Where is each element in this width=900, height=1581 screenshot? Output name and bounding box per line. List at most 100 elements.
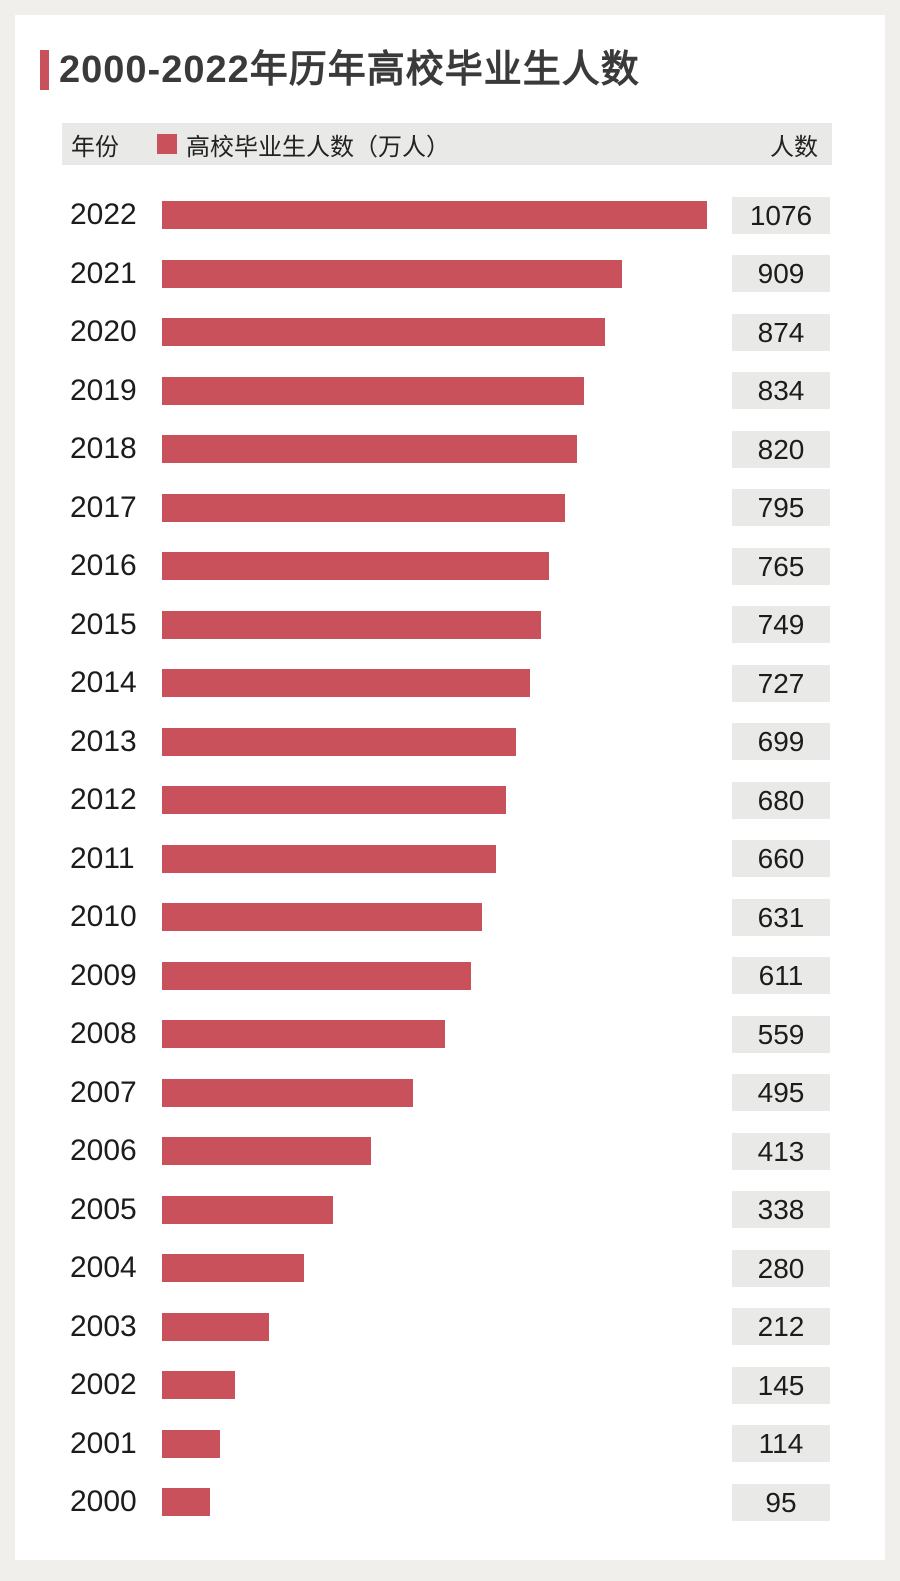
value-label: 834 [732, 372, 830, 410]
year-label: 2009 [70, 958, 137, 992]
bar-track [162, 318, 707, 347]
chart-row: 2021 909 [15, 245, 885, 304]
year-label: 2010 [70, 900, 137, 934]
year-label: 2022 [70, 198, 137, 232]
year-label: 2002 [70, 1368, 137, 1402]
year-label: 2018 [70, 432, 137, 466]
value-label: 338 [732, 1191, 830, 1229]
title-row: 2000-2022年历年高校毕业生人数 [40, 48, 885, 92]
chart-row: 2003 212 [15, 1298, 885, 1357]
value-label: 413 [732, 1132, 830, 1170]
year-label: 2003 [70, 1309, 137, 1343]
value-label: 495 [732, 1074, 830, 1112]
bar [162, 1137, 372, 1166]
value-label: 631 [732, 898, 830, 936]
chart-card: 2000-2022年历年高校毕业生人数 年份 高校毕业生人数（万人） 人数 20… [15, 15, 885, 1560]
bar [162, 552, 550, 581]
bar-track [162, 961, 707, 990]
year-label: 2001 [70, 1426, 137, 1460]
bar-track [162, 903, 707, 932]
year-label: 2011 [70, 841, 135, 875]
bar-track [162, 1371, 707, 1400]
bar [162, 610, 542, 639]
year-label: 2019 [70, 373, 137, 407]
bar-track [162, 201, 707, 230]
chart-row: 2014 727 [15, 654, 885, 713]
chart-row: 2012 680 [15, 771, 885, 830]
page-title: 2000-2022年历年高校毕业生人数 [59, 49, 640, 91]
chart-row: 2018 820 [15, 420, 885, 479]
value-label: 559 [732, 1015, 830, 1053]
year-label: 2004 [70, 1251, 137, 1285]
value-label: 909 [732, 255, 830, 293]
year-label: 2000 [70, 1485, 137, 1519]
bar [162, 1195, 334, 1224]
chart-row: 2020 874 [15, 303, 885, 362]
year-label: 2008 [70, 1017, 137, 1051]
value-label: 874 [732, 313, 830, 351]
bar [162, 435, 578, 464]
value-label: 795 [732, 489, 830, 527]
year-label: 2005 [70, 1192, 137, 1226]
chart-row: 2000 95 [15, 1473, 885, 1532]
bar-chart: 2022 1076 2021 909 2020 874 2019 834 2018 820 2017… [15, 186, 885, 1532]
year-label: 2016 [70, 549, 137, 583]
value-label: 680 [732, 781, 830, 819]
bar [162, 903, 482, 932]
series-legend-label: 高校毕业生人数（万人） [186, 133, 450, 161]
bar [162, 1254, 304, 1283]
year-label: 2006 [70, 1134, 137, 1168]
bar-track [162, 1254, 707, 1283]
value-label: 212 [732, 1308, 830, 1346]
bar [162, 961, 472, 990]
chart-row: 2006 413 [15, 1122, 885, 1181]
bar-track [162, 1195, 707, 1224]
bar-track [162, 259, 707, 288]
value-label: 765 [732, 547, 830, 585]
value-label: 280 [732, 1249, 830, 1287]
value-label: 611 [732, 957, 830, 995]
bar-track [162, 1137, 707, 1166]
value-label: 727 [732, 664, 830, 702]
value-label: 114 [732, 1425, 830, 1463]
bar-track [162, 1312, 707, 1341]
value-label: 699 [732, 723, 830, 761]
bar [162, 1429, 220, 1458]
chart-row: 2016 765 [15, 537, 885, 596]
legend-swatch-icon [157, 134, 177, 154]
chart-row: 2001 114 [15, 1415, 885, 1474]
bar-track [162, 610, 707, 639]
chart-row: 2004 280 [15, 1239, 885, 1298]
year-label: 2021 [70, 256, 137, 290]
year-column-header: 年份 [71, 133, 119, 161]
bar-track [162, 552, 707, 581]
bar [162, 786, 507, 815]
bar-track [162, 727, 707, 756]
bar [162, 1488, 211, 1517]
chart-row: 2008 559 [15, 1005, 885, 1064]
chart-row: 2009 611 [15, 947, 885, 1006]
table-header: 年份 高校毕业生人数（万人） 人数 [62, 123, 832, 165]
bar [162, 376, 585, 405]
bar [162, 1020, 446, 1049]
bar-track [162, 1488, 707, 1517]
chart-row: 2022 1076 [15, 186, 885, 245]
bar-track [162, 1020, 707, 1049]
chart-row: 2002 145 [15, 1356, 885, 1415]
bar [162, 1312, 270, 1341]
bar-track [162, 786, 707, 815]
bar [162, 318, 605, 347]
bar-track [162, 669, 707, 698]
chart-row: 2010 631 [15, 888, 885, 947]
value-label: 749 [732, 606, 830, 644]
value-label: 1076 [732, 196, 830, 234]
year-label: 2012 [70, 783, 137, 817]
bar [162, 493, 565, 522]
bar-track [162, 376, 707, 405]
bar [162, 844, 497, 873]
year-label: 2015 [70, 607, 137, 641]
bar [162, 201, 707, 230]
bar [162, 1078, 413, 1107]
bar-track [162, 1078, 707, 1107]
